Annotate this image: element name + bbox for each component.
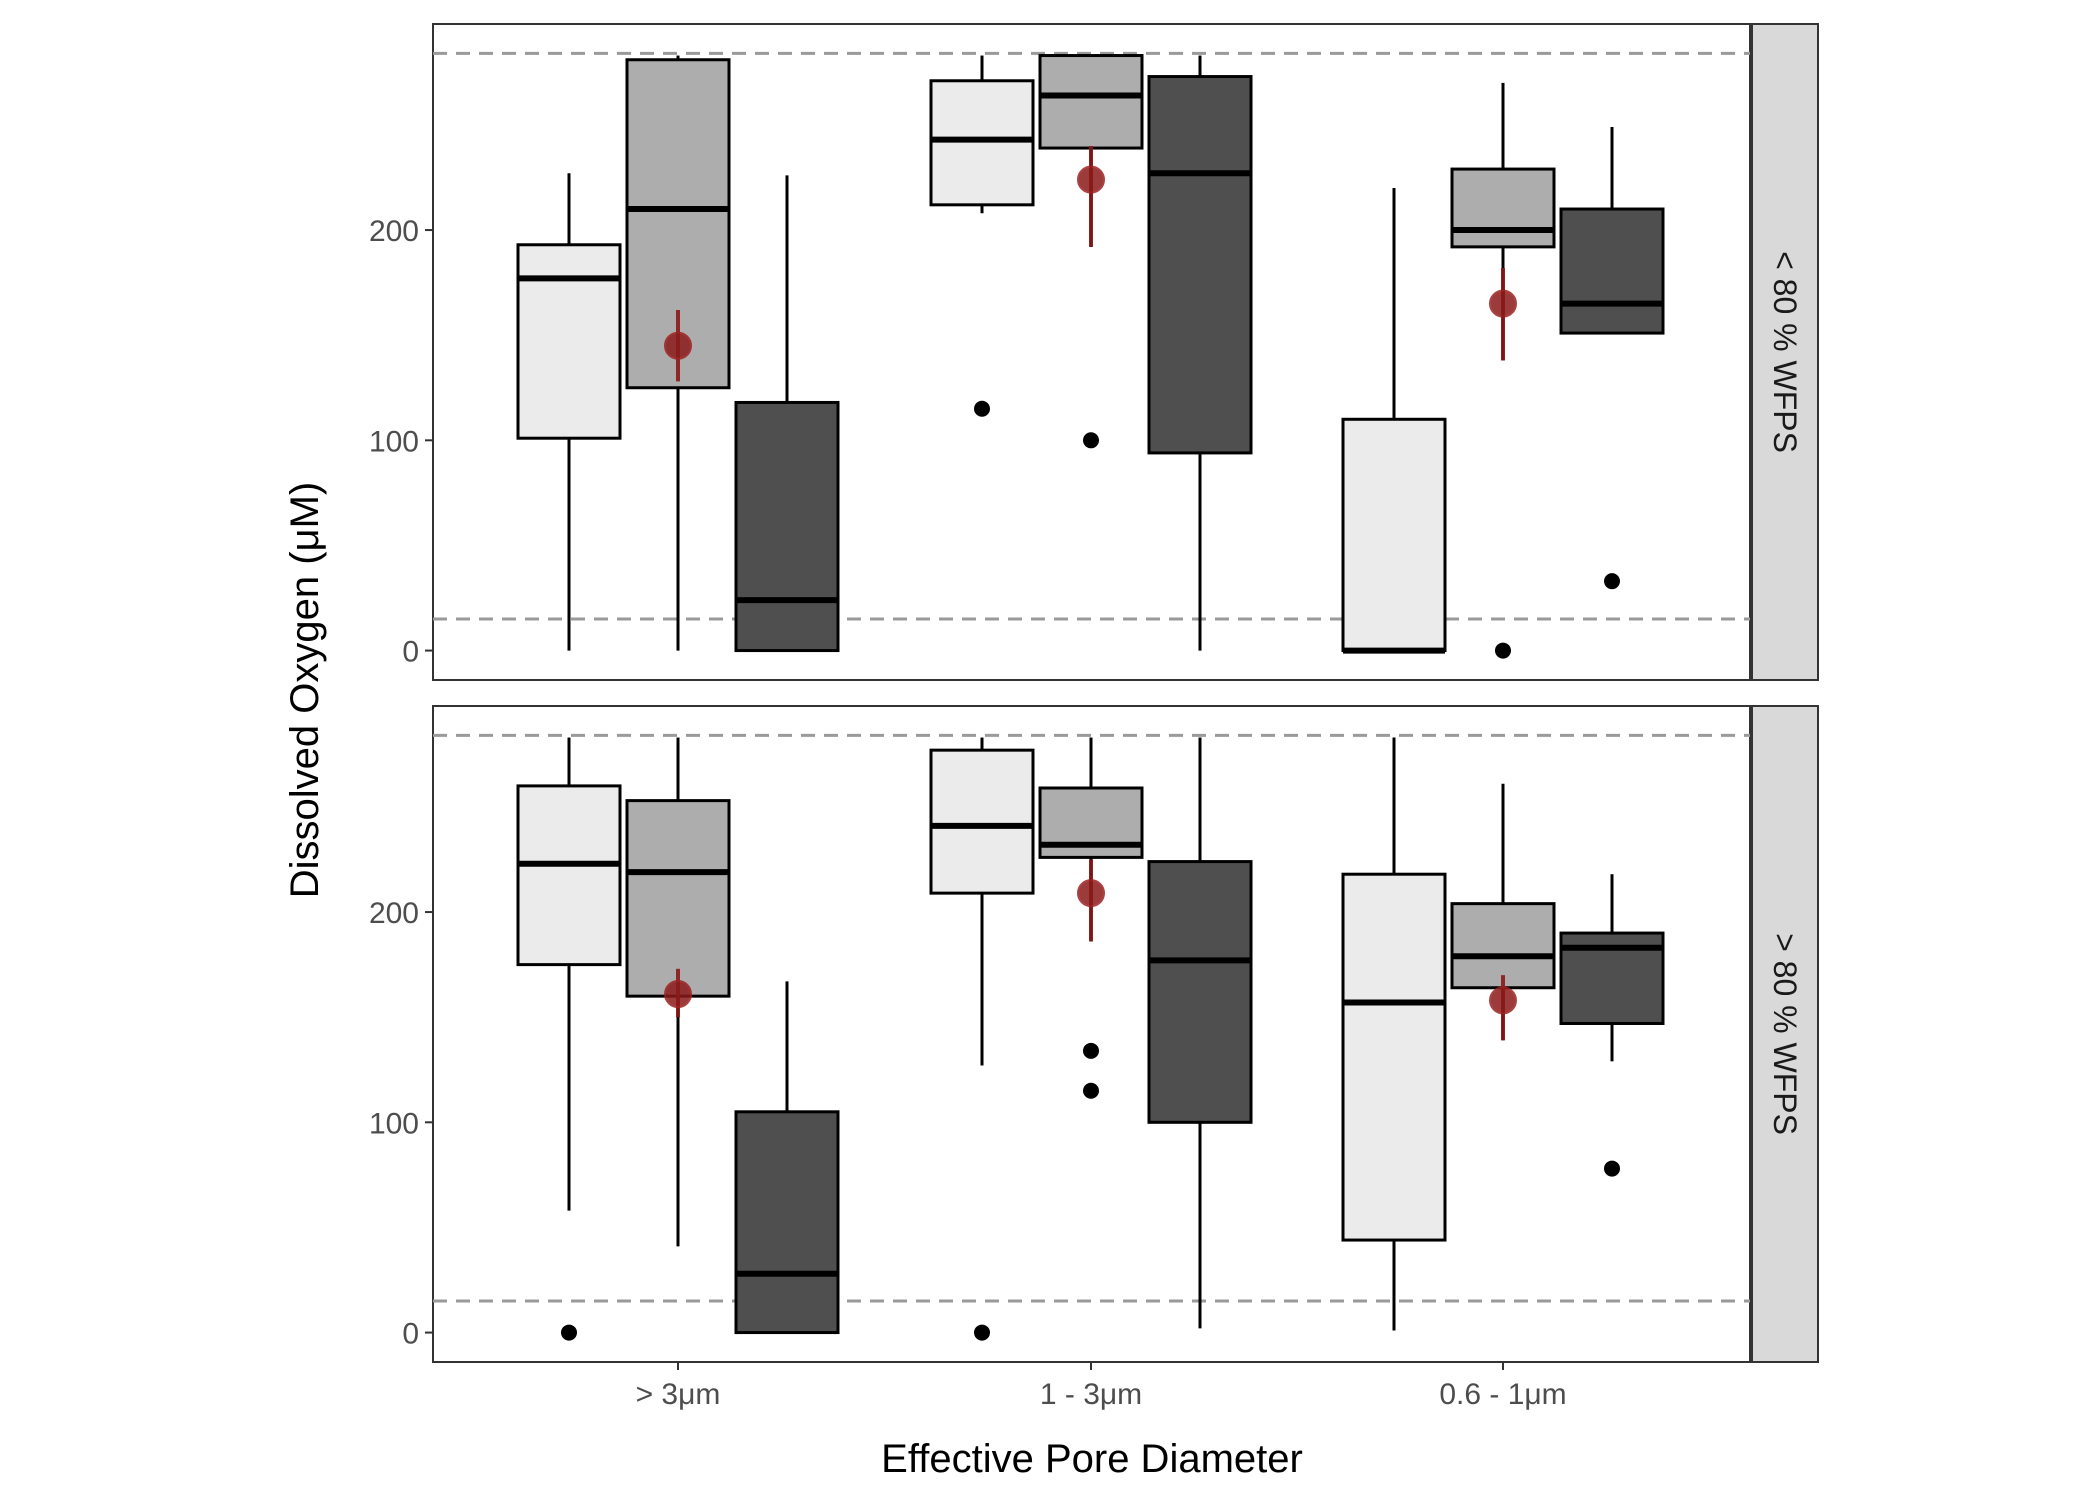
box-iqr bbox=[516, 243, 622, 440]
outlier-point bbox=[1083, 1082, 1099, 1099]
box-2 bbox=[625, 55, 731, 651]
box-iqr bbox=[1450, 902, 1556, 990]
box-iqr bbox=[734, 1110, 840, 1335]
box-1 bbox=[929, 737, 1035, 1341]
x-tick-label: 1 - 3μm bbox=[1040, 1378, 1142, 1411]
outlier-point bbox=[1604, 1160, 1620, 1177]
box-iqr bbox=[929, 748, 1035, 895]
outlier-point bbox=[1604, 573, 1620, 590]
box-1 bbox=[1341, 188, 1447, 654]
box-1 bbox=[1341, 737, 1447, 1331]
facet-strip bbox=[1751, 23, 1819, 681]
box-2 bbox=[1450, 82, 1556, 659]
panels: 0 100 200 < 80 % WFPS 0 100 200 > 80 % WFPS bbox=[369, 23, 1819, 1363]
y-tick-label: 100 bbox=[369, 1107, 419, 1140]
box-2 bbox=[1038, 54, 1144, 449]
box-iqr bbox=[1559, 207, 1665, 335]
outlier-point bbox=[974, 400, 990, 417]
box-3 bbox=[734, 981, 840, 1335]
box-3 bbox=[1147, 737, 1253, 1329]
box-iqr bbox=[625, 799, 731, 998]
x-axis: > 3μm 1 - 3μm 0.6 - 1μm Effective Pore Dia… bbox=[636, 1362, 1567, 1481]
panel-2: 0 100 200 > 80 % WFPS bbox=[369, 705, 1819, 1363]
box-3 bbox=[734, 175, 840, 653]
box-iqr bbox=[1341, 872, 1447, 1242]
mean-point bbox=[1077, 879, 1105, 908]
group-3 bbox=[1341, 737, 1665, 1331]
outlier-point bbox=[561, 1324, 577, 1341]
y-axis-title: Dissolved Oxygen (μM) bbox=[283, 482, 327, 898]
x-axis-title: Effective Pore Diameter bbox=[881, 1437, 1303, 1481]
group-2 bbox=[929, 54, 1253, 651]
outlier-point bbox=[1083, 1042, 1099, 1059]
group-1 bbox=[516, 55, 840, 653]
box-3 bbox=[1147, 55, 1253, 651]
box-2 bbox=[1450, 783, 1556, 1041]
panel-1: 0 100 200 < 80 % WFPS bbox=[369, 23, 1819, 681]
box-iqr bbox=[1147, 860, 1253, 1124]
box-2 bbox=[625, 737, 731, 1247]
box-1 bbox=[516, 173, 622, 651]
mean-point bbox=[664, 980, 692, 1009]
mean-point bbox=[1077, 165, 1105, 194]
group-3 bbox=[1341, 82, 1665, 659]
x-axis-ticks: > 3μm 1 - 3μm 0.6 - 1μm bbox=[636, 1362, 1567, 1411]
box-iqr bbox=[516, 784, 622, 967]
outlier-point bbox=[1083, 432, 1099, 449]
outlier-point bbox=[1495, 642, 1511, 659]
box-iqr bbox=[1038, 54, 1144, 150]
y-tick-label: 0 bbox=[402, 1318, 419, 1351]
x-tick-label: > 3μm bbox=[636, 1378, 721, 1411]
box-3 bbox=[1559, 127, 1665, 590]
box-iqr bbox=[1147, 75, 1253, 455]
box-iqr bbox=[929, 79, 1035, 207]
box-3 bbox=[1559, 874, 1665, 1177]
facet-strip-label: < 80 % WFPS bbox=[1767, 251, 1803, 453]
x-tick-label: 0.6 - 1μm bbox=[1439, 1378, 1566, 1411]
y-tick-label: 0 bbox=[402, 636, 419, 669]
box-iqr bbox=[1450, 167, 1556, 249]
mean-point bbox=[1489, 289, 1517, 318]
group-1 bbox=[516, 737, 840, 1341]
y-tick-label: 100 bbox=[369, 425, 419, 458]
group-2 bbox=[929, 737, 1253, 1341]
box-1 bbox=[929, 55, 1035, 417]
y-tick-label: 200 bbox=[369, 897, 419, 930]
box-iqr bbox=[734, 400, 840, 653]
box-1 bbox=[516, 737, 622, 1341]
facet-strip-label: > 80 % WFPS bbox=[1767, 933, 1803, 1135]
box-iqr bbox=[1341, 417, 1447, 653]
outlier-point bbox=[974, 1324, 990, 1341]
mean-point bbox=[1489, 986, 1517, 1015]
mean-point bbox=[664, 331, 692, 360]
facet-strip bbox=[1751, 705, 1819, 1363]
y-tick-label: 200 bbox=[369, 215, 419, 248]
